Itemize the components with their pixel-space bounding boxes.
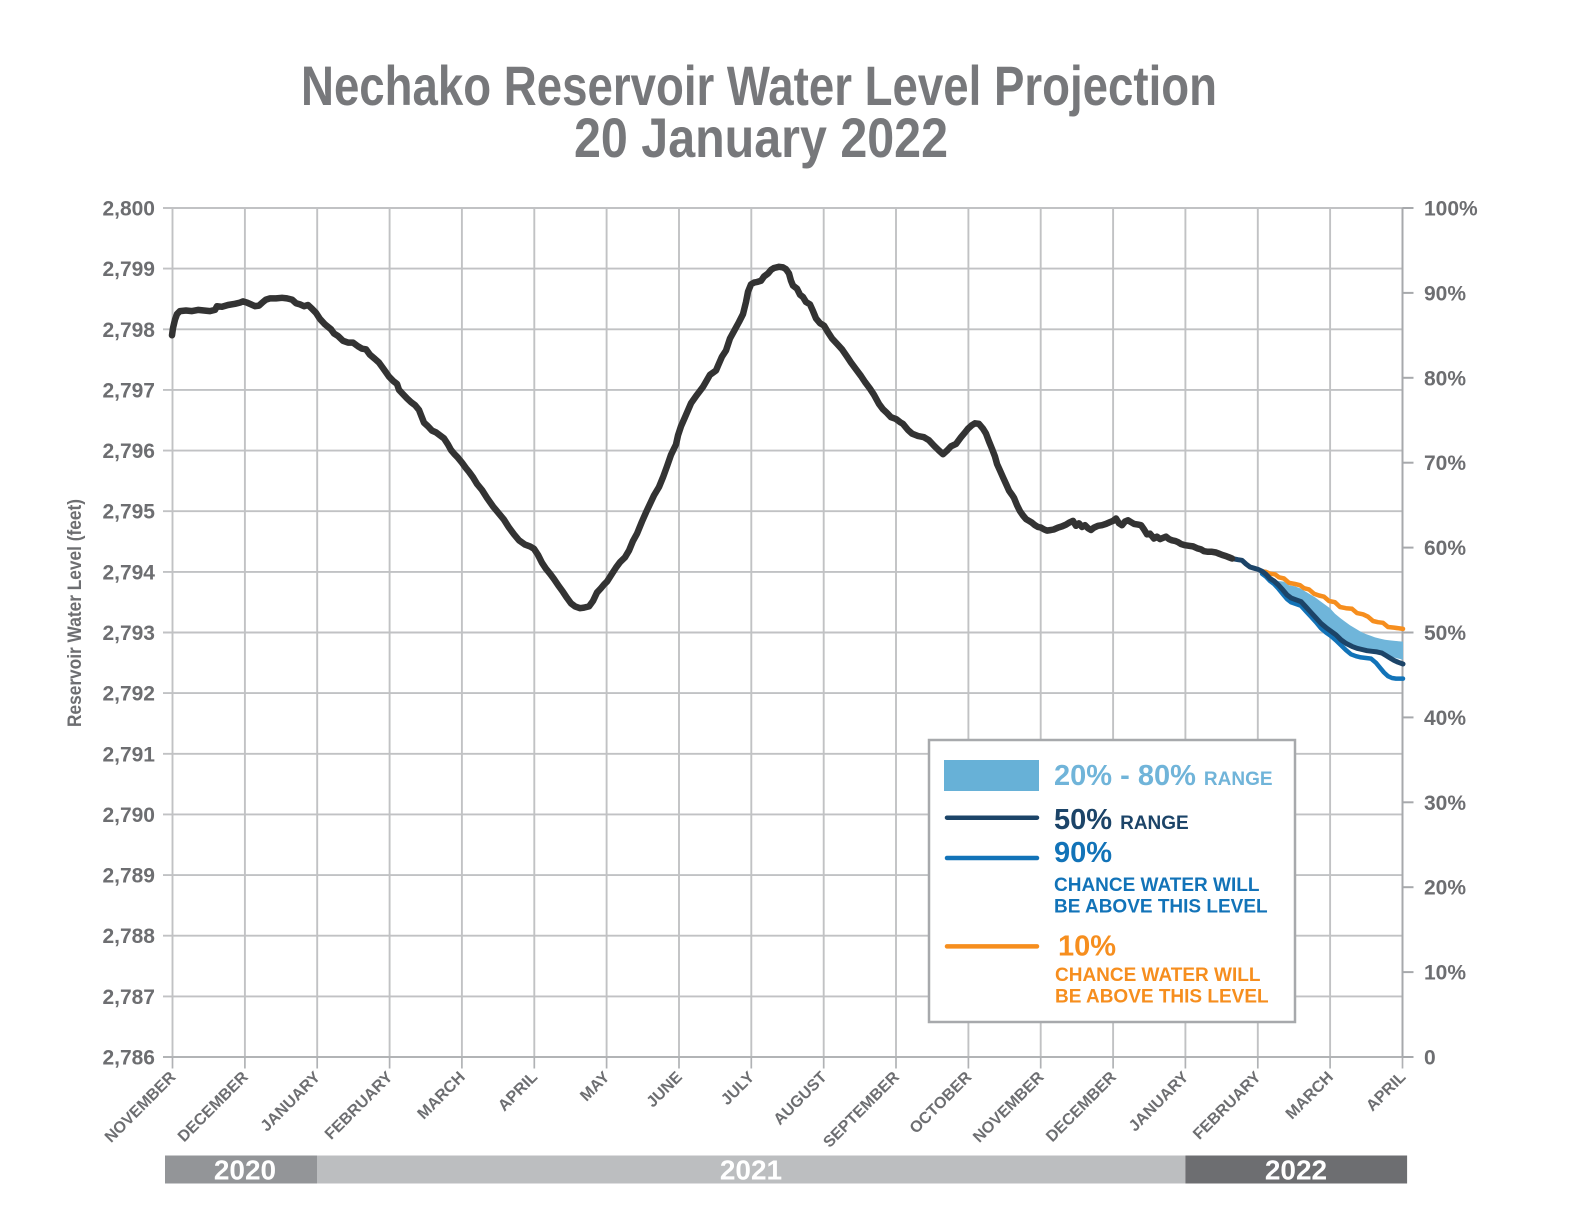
svg-text:2,787: 2,787: [102, 986, 155, 1009]
svg-text:BE ABOVE THIS LEVEL: BE ABOVE THIS LEVEL: [1055, 987, 1269, 1008]
svg-text:2,795: 2,795: [102, 501, 155, 524]
svg-text:BE ABOVE THIS LEVEL: BE ABOVE THIS LEVEL: [1054, 897, 1268, 918]
svg-text:2,789: 2,789: [102, 865, 155, 888]
svg-text:2,797: 2,797: [102, 379, 155, 402]
svg-text:CHANCE WATER WILL: CHANCE WATER WILL: [1054, 875, 1260, 896]
svg-text:50%: 50%: [1424, 622, 1466, 645]
svg-text:2,790: 2,790: [102, 804, 155, 827]
svg-text:20 January 2022: 20 January 2022: [574, 106, 948, 169]
svg-text:2021: 2021: [720, 1155, 782, 1186]
svg-text:40%: 40%: [1424, 707, 1466, 730]
svg-text:2,793: 2,793: [102, 622, 155, 645]
svg-text:2,794: 2,794: [102, 561, 155, 584]
svg-text:90%: 90%: [1054, 837, 1112, 869]
svg-text:10%: 10%: [1424, 962, 1466, 985]
svg-text:2,788: 2,788: [102, 925, 155, 948]
svg-text:2,800: 2,800: [102, 198, 155, 221]
svg-text:2,798: 2,798: [102, 319, 155, 342]
svg-text:20%: 20%: [1424, 877, 1466, 900]
svg-text:2,796: 2,796: [102, 440, 155, 463]
svg-text:2,791: 2,791: [102, 743, 155, 766]
svg-text:Reservoir Water Level (feet): Reservoir Water Level (feet): [65, 499, 86, 727]
svg-text:Nechako Reservoir Water Level: Nechako Reservoir Water Level Projection: [301, 54, 1217, 117]
svg-text:2020: 2020: [214, 1155, 276, 1186]
svg-text:CHANCE WATER WILL: CHANCE WATER WILL: [1055, 965, 1261, 986]
svg-text:2,799: 2,799: [102, 258, 155, 281]
svg-text:2,792: 2,792: [102, 683, 155, 706]
svg-text:60%: 60%: [1424, 537, 1466, 560]
svg-text:0: 0: [1424, 1047, 1436, 1070]
svg-text:30%: 30%: [1424, 792, 1466, 815]
svg-text:70%: 70%: [1424, 452, 1466, 475]
svg-text:100%: 100%: [1424, 198, 1478, 221]
svg-text:2,786: 2,786: [102, 1047, 155, 1070]
svg-text:10%: 10%: [1058, 931, 1116, 963]
svg-text:90%: 90%: [1424, 282, 1466, 305]
svg-text:2022: 2022: [1265, 1155, 1327, 1186]
svg-text:80%: 80%: [1424, 367, 1466, 390]
